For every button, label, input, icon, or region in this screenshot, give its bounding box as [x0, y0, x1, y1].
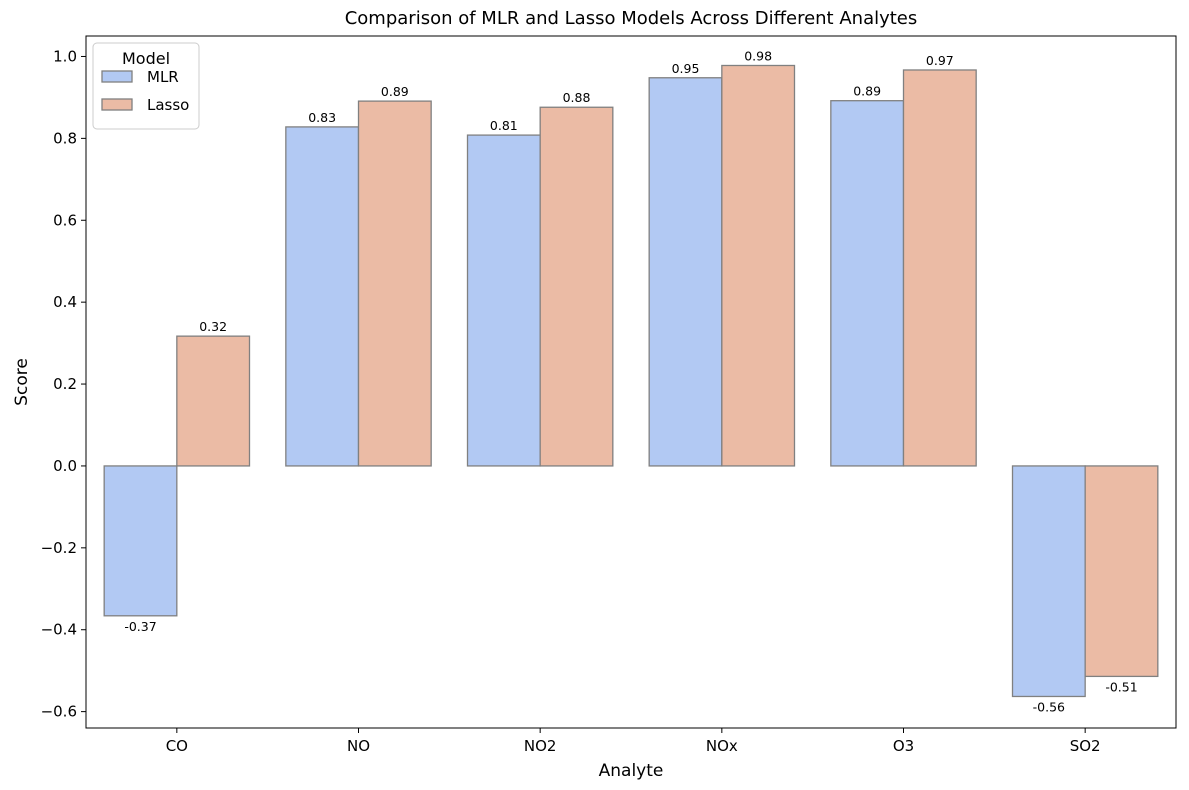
- data-label-mlr-o3: 0.89: [853, 84, 881, 99]
- x-tick-label: NOx: [706, 737, 738, 755]
- y-tick-label: −0.6: [41, 703, 77, 721]
- data-label-mlr-so2: -0.56: [1033, 699, 1065, 714]
- data-label-lasso-no2: 0.88: [563, 90, 591, 105]
- y-tick-label: 0.4: [53, 293, 77, 311]
- data-label-mlr-no2: 0.81: [490, 118, 518, 133]
- data-label-lasso-no: 0.89: [381, 84, 409, 99]
- data-label-mlr-co: -0.37: [124, 619, 156, 634]
- bar-lasso-co: [176, 335, 251, 467]
- bar-lasso-so2: [1084, 465, 1159, 678]
- bar-mlr-so2: [1011, 465, 1086, 698]
- y-tick-label: 0.2: [53, 375, 77, 393]
- x-tick-label: NO: [347, 737, 370, 755]
- legend-label-mlr: MLR: [147, 68, 179, 86]
- y-tick-label: −0.2: [41, 539, 77, 557]
- x-tick-label: O3: [893, 737, 914, 755]
- bar-lasso-o3: [902, 69, 977, 467]
- data-label-lasso-nox: 0.98: [744, 48, 772, 63]
- plot-frame: [85, 35, 1177, 729]
- bar-lasso-no: [357, 100, 432, 467]
- data-label-lasso-co: 0.32: [199, 319, 227, 334]
- x-tick-label: SO2: [1070, 737, 1101, 755]
- legend: Model MLR Lasso: [92, 42, 200, 130]
- data-label-mlr-nox: 0.95: [672, 61, 700, 76]
- bar-lasso-nox: [721, 64, 796, 467]
- bar-mlr-no: [285, 126, 360, 467]
- y-tick-label: 0.6: [53, 211, 77, 229]
- data-label-lasso-so2: -0.51: [1105, 679, 1137, 694]
- bars-layer: [103, 64, 1159, 698]
- legend-swatch-lasso: [101, 98, 133, 111]
- y-tick-label: 0.8: [53, 129, 77, 147]
- x-axis: CO NO NO2 NOx O3 SO2: [166, 728, 1101, 755]
- legend-title: Model: [122, 49, 170, 68]
- chart-title: Comparison of MLR and Lasso Models Acros…: [345, 8, 918, 29]
- legend-items: MLR Lasso: [101, 68, 189, 114]
- data-label-mlr-no: 0.83: [308, 110, 336, 125]
- bar-mlr-nox: [648, 77, 723, 467]
- x-tick-label: NO2: [524, 737, 557, 755]
- bar-mlr-o3: [830, 100, 905, 467]
- data-labels-layer: -0.37 0.83 0.81 0.95 0.89 -0.56 0.32 0.89 0.88 0.…: [124, 48, 1137, 714]
- bar-lasso-no2: [539, 106, 614, 467]
- y-tick-label: 0.0: [53, 457, 77, 475]
- bar-mlr-no2: [466, 134, 541, 467]
- data-label-lasso-o3: 0.97: [926, 53, 954, 68]
- y-axis-label: Score: [12, 358, 32, 406]
- legend-label-lasso: Lasso: [147, 96, 189, 114]
- y-axis: −0.6 −0.4 −0.2 0.0 0.2 0.4 0.6 0.8 1.0: [41, 47, 86, 721]
- bar-mlr-co: [103, 465, 178, 617]
- x-axis-label: Analyte: [599, 761, 664, 781]
- y-tick-label: −0.4: [41, 621, 77, 639]
- legend-swatch-mlr: [101, 70, 133, 83]
- x-tick-label: CO: [166, 737, 188, 755]
- y-tick-label: 1.0: [53, 47, 77, 65]
